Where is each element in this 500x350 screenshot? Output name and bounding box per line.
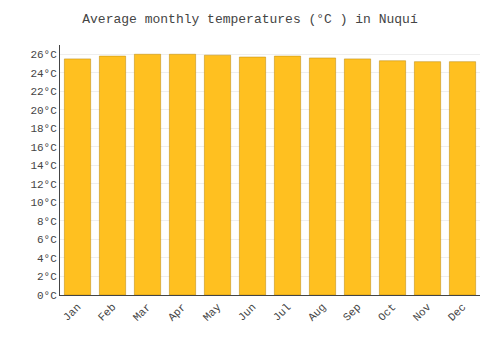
svg-text:22°C: 22°C bbox=[30, 86, 57, 98]
svg-text:24°C: 24°C bbox=[30, 68, 57, 80]
svg-text:Apr: Apr bbox=[166, 301, 188, 323]
svg-text:Oct: Oct bbox=[376, 301, 398, 323]
svg-text:Aug: Aug bbox=[306, 301, 328, 323]
svg-text:Sep: Sep bbox=[341, 301, 363, 323]
svg-text:4°C: 4°C bbox=[37, 253, 57, 265]
svg-text:18°C: 18°C bbox=[30, 123, 57, 135]
svg-text:Average monthly temperatures (: Average monthly temperatures (°C ) in Nu… bbox=[82, 12, 418, 27]
svg-text:Jul: Jul bbox=[271, 301, 293, 323]
svg-text:26°C: 26°C bbox=[30, 49, 57, 61]
svg-text:0°C: 0°C bbox=[37, 290, 57, 302]
svg-text:Feb: Feb bbox=[96, 301, 118, 323]
svg-text:12°C: 12°C bbox=[30, 179, 57, 191]
svg-text:16°C: 16°C bbox=[30, 142, 57, 154]
svg-text:6°C: 6°C bbox=[37, 234, 57, 246]
svg-text:Mar: Mar bbox=[131, 301, 153, 323]
svg-text:20°C: 20°C bbox=[30, 105, 57, 117]
svg-text:May: May bbox=[201, 301, 224, 324]
svg-text:Dec: Dec bbox=[446, 301, 468, 323]
svg-text:8°C: 8°C bbox=[37, 216, 57, 228]
svg-text:10°C: 10°C bbox=[30, 197, 57, 209]
svg-text:Jan: Jan bbox=[61, 301, 83, 323]
svg-text:Nov: Nov bbox=[411, 301, 434, 324]
svg-text:Jun: Jun bbox=[236, 301, 258, 323]
svg-text:14°C: 14°C bbox=[30, 160, 57, 172]
svg-text:2°C: 2°C bbox=[37, 271, 57, 283]
